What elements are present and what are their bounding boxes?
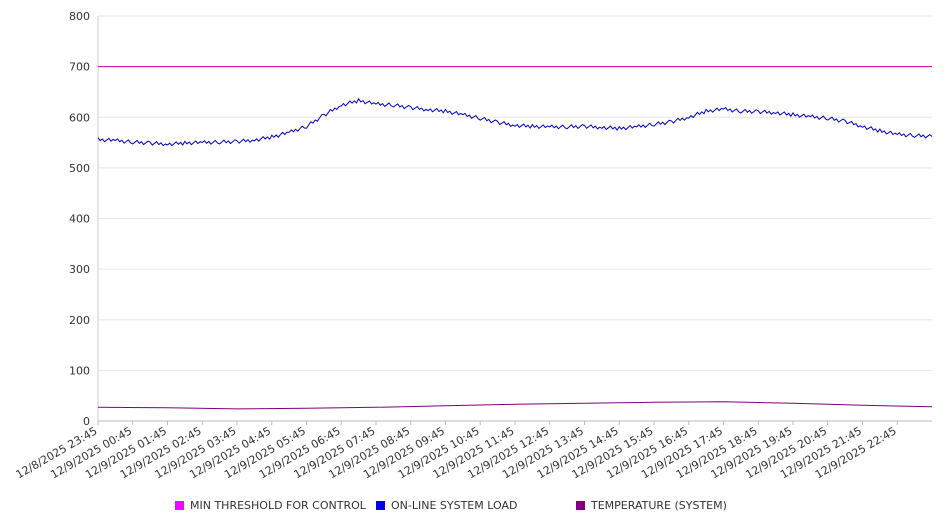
series-line-2 [97,97,933,147]
legend-swatch [376,501,385,510]
y-tick-label: 700 [69,61,90,74]
y-tick-label: 500 [69,162,90,175]
series-line-3 [97,401,933,410]
y-tick-label: 200 [69,314,90,327]
legend-swatch [576,501,585,510]
y-tick-label: 800 [69,10,90,23]
y-tick-label: 0 [83,415,90,428]
y-tick-label: 100 [69,364,90,377]
legend-label: ON-LINE SYSTEM LOAD [391,499,517,512]
y-tick-label: 300 [69,263,90,276]
legend-label: TEMPERATURE (SYSTEM) [590,499,727,512]
legend-swatch [175,501,184,510]
legend-label: MIN THRESHOLD FOR CONTROL [190,499,367,512]
grid-layer [98,15,932,422]
legend: MIN THRESHOLD FOR CONTROL ON-LINE SYSTEM … [175,499,727,512]
y-tick-label: 600 [69,111,90,124]
axis-layer: 0 100 200 300 400 500 600 700 800 [69,10,898,428]
series-layer [97,66,933,410]
y-tick-label: 400 [69,213,90,226]
